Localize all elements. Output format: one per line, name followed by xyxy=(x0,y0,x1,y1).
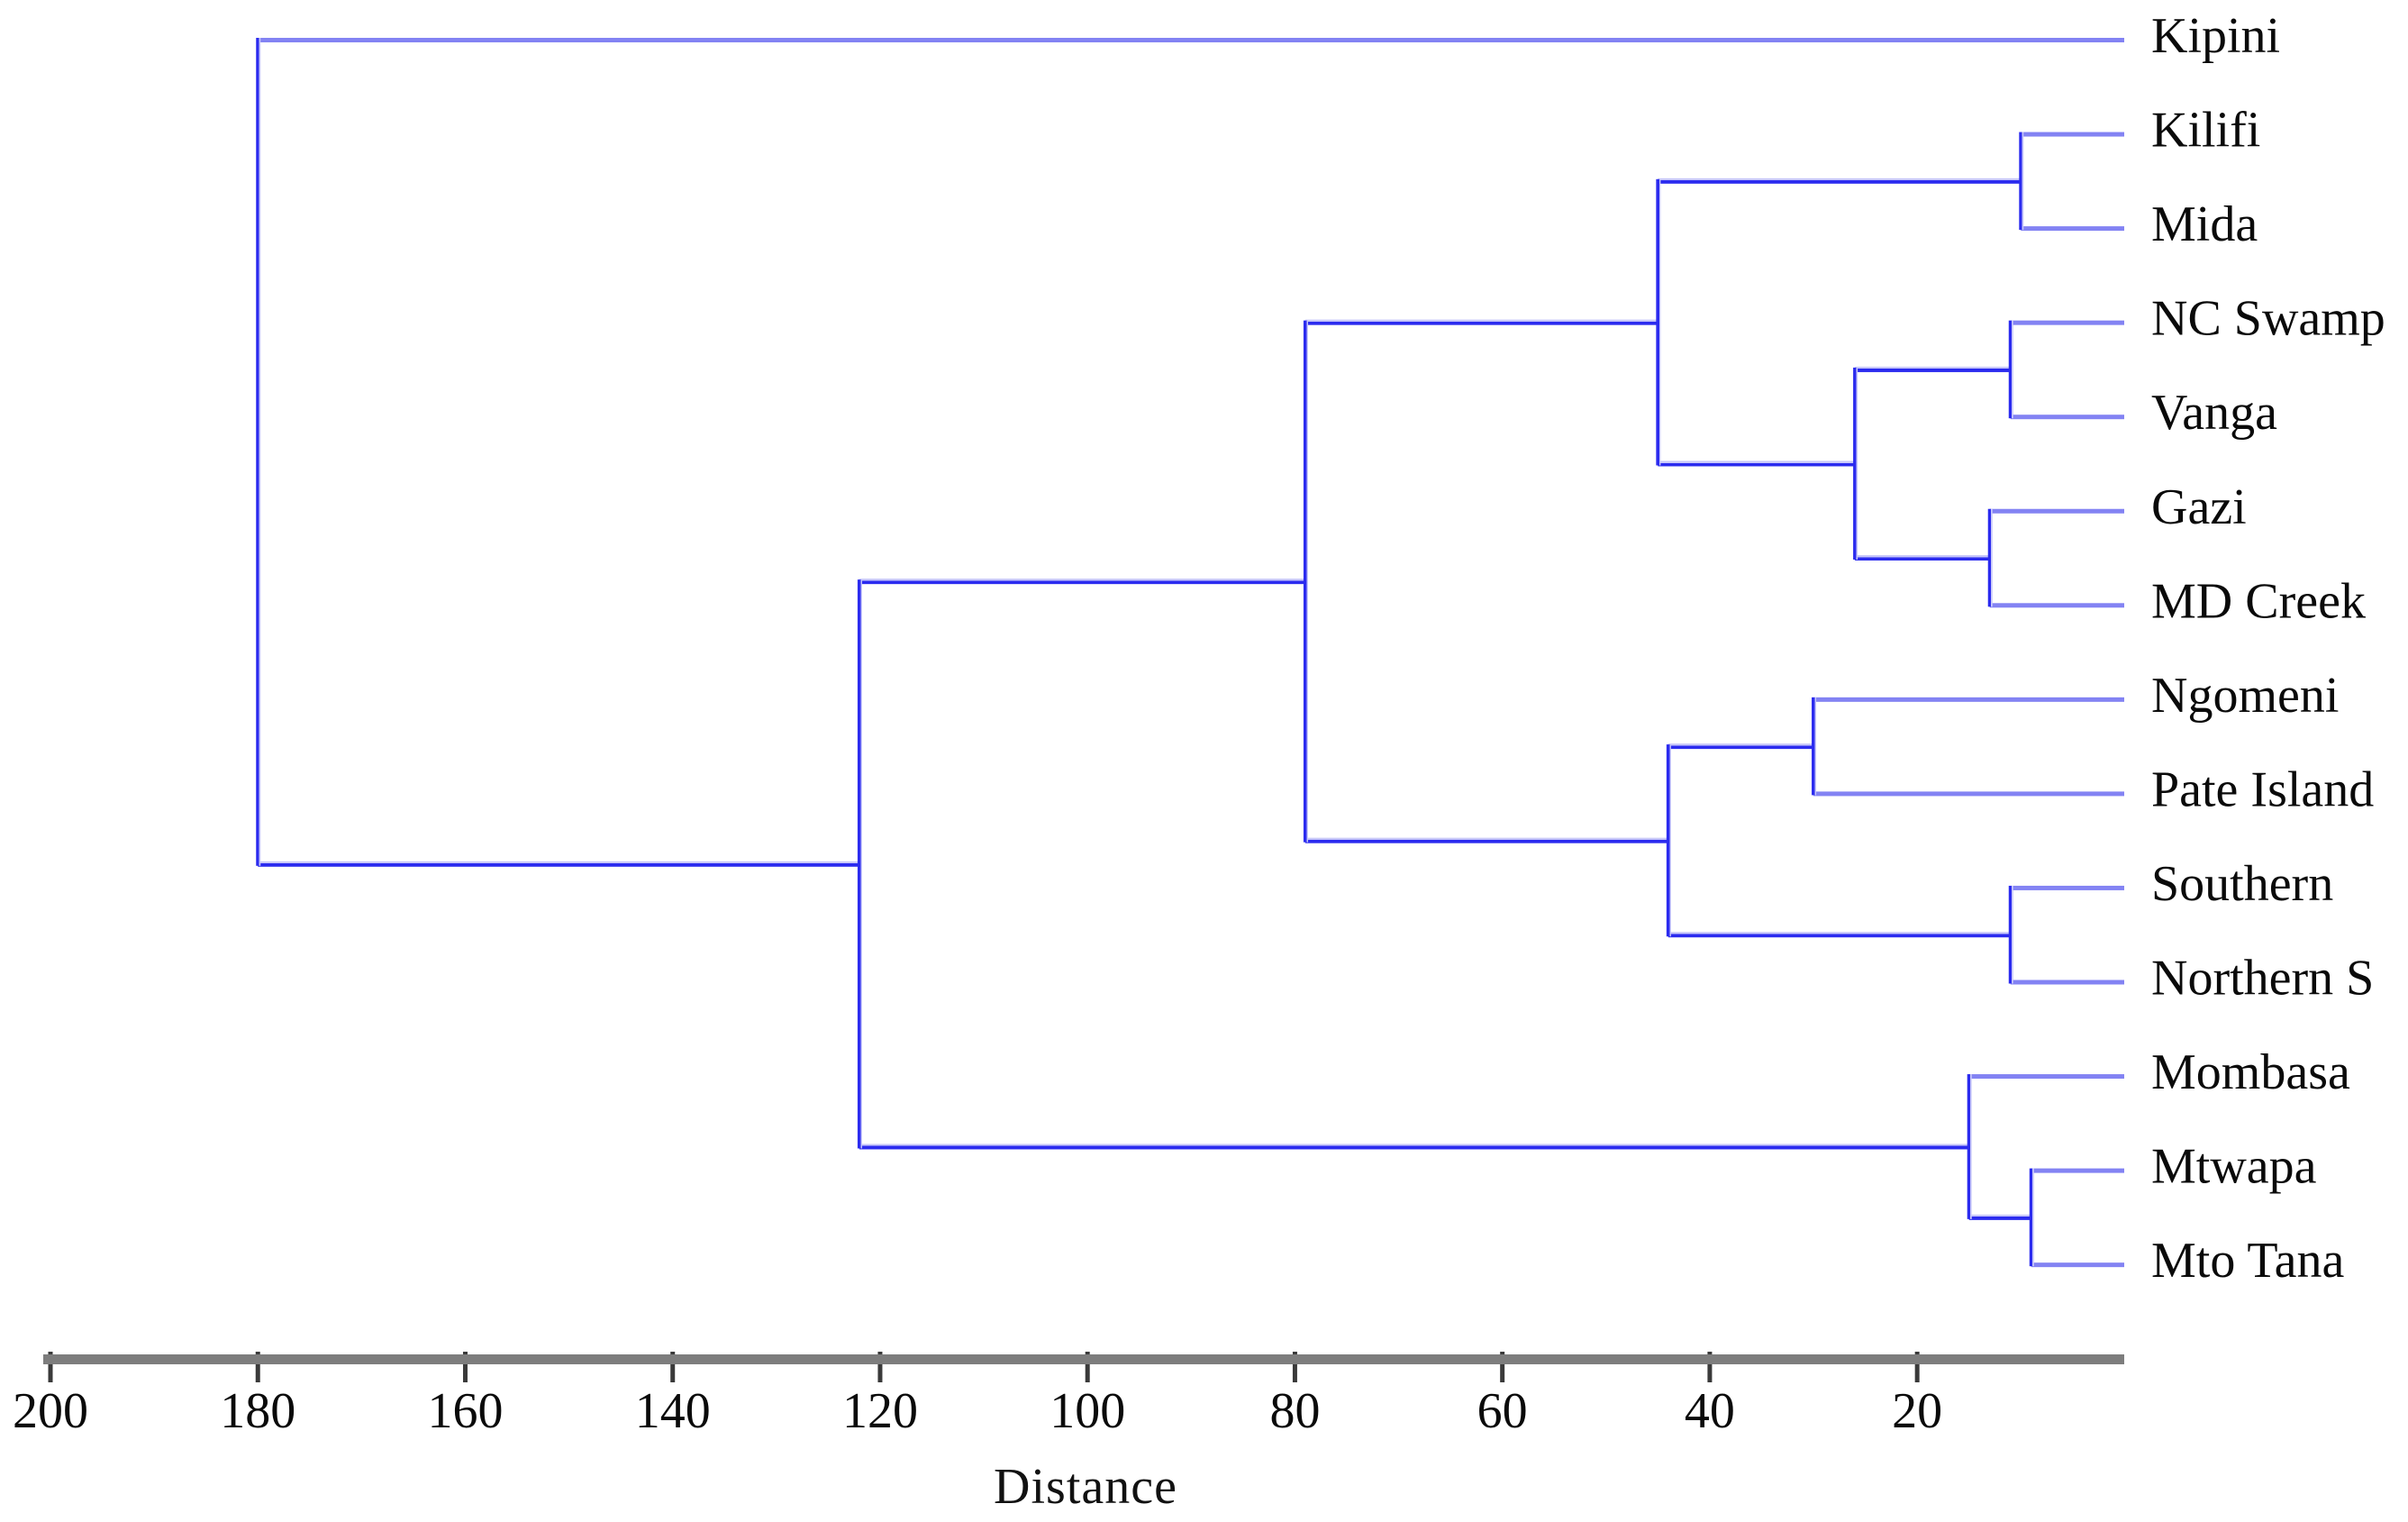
merge-vertical-line xyxy=(1656,178,1661,466)
leaf-branch-line xyxy=(2010,320,2124,325)
merge-vertical-line xyxy=(1812,697,1817,796)
merge-vertical-line xyxy=(2008,320,2013,419)
merge-vertical-line xyxy=(857,579,862,1149)
axis-tick-label: 20 xyxy=(1892,1383,1942,1439)
merge-connector-line xyxy=(1658,178,2023,184)
axis-tick xyxy=(1500,1352,1505,1382)
leaf-branch-line xyxy=(2021,226,2124,232)
merge-vertical-line xyxy=(1303,320,1308,843)
axis-bar xyxy=(43,1354,2124,1364)
merge-vertical-line xyxy=(1987,508,1993,607)
merge-vertical-line xyxy=(1666,744,1671,937)
axis-tick-label: 120 xyxy=(842,1383,918,1439)
leaf-label: Pate Island xyxy=(2151,761,2374,817)
merge-vertical-line xyxy=(2029,1168,2034,1267)
merge-connector-line xyxy=(1855,555,1992,561)
leaf-branch-line xyxy=(1989,508,2124,514)
leaf-branch-line xyxy=(2010,885,2124,890)
leaf-label: Mida xyxy=(2151,196,2258,252)
leaf-branch-line xyxy=(2010,980,2124,985)
merge-connector-line xyxy=(859,579,1307,585)
leaf-branch-line xyxy=(258,38,2124,42)
leaf-label: MD Creek xyxy=(2151,573,2366,629)
axis-tick-label: 160 xyxy=(427,1383,503,1439)
axis-tick xyxy=(48,1352,53,1382)
leaf-branch-line xyxy=(2010,415,2124,420)
leaf-branch-line xyxy=(1968,1074,2124,1080)
axis-tick xyxy=(255,1352,260,1382)
merge-connector-line xyxy=(1968,1214,2033,1220)
merge-connector-line xyxy=(1667,932,2013,938)
leaf-branch-line xyxy=(1989,603,2124,608)
axis-tick-label: 60 xyxy=(1477,1383,1528,1439)
leaf-branch-line xyxy=(2031,1168,2124,1173)
axis-tick xyxy=(1085,1352,1090,1382)
axis-tick xyxy=(1914,1352,1920,1382)
merge-vertical-line xyxy=(1967,1074,1972,1219)
axis-tick-label: 100 xyxy=(1050,1383,1125,1439)
leaf-label: Mto Tana xyxy=(2151,1233,2344,1289)
leaf-label: Ngomeni xyxy=(2151,668,2339,724)
leaf-label: Vanga xyxy=(2151,385,2277,441)
leaf-label: Kipini xyxy=(2151,8,2280,64)
axis-tick-label: 40 xyxy=(1685,1383,1735,1439)
leaf-label: Southern xyxy=(2151,856,2333,912)
axis-tick xyxy=(877,1352,883,1382)
merge-connector-line xyxy=(1304,319,1660,325)
leaf-branch-line xyxy=(1813,697,2124,702)
merge-connector-line xyxy=(859,1144,1971,1150)
axis-tick xyxy=(462,1352,468,1382)
leaf-label: Mtwapa xyxy=(2151,1139,2317,1195)
merge-connector-line xyxy=(258,861,861,867)
leaf-label: Northern S xyxy=(2151,951,2374,1007)
merge-vertical-line xyxy=(1853,367,1858,560)
merge-vertical-line xyxy=(2008,885,2013,984)
merge-connector-line xyxy=(1855,366,2013,372)
axis-tick-label: 200 xyxy=(13,1383,88,1439)
leaf-label: NC Swamp xyxy=(2151,291,2385,347)
x-axis-title: Distance xyxy=(994,1459,1177,1515)
axis-tick-label: 180 xyxy=(220,1383,295,1439)
leaf-branch-line xyxy=(2021,132,2124,137)
leaf-label: Kilifi xyxy=(2151,103,2260,159)
leaf-branch-line xyxy=(2031,1262,2124,1268)
merge-connector-line xyxy=(1667,743,1816,750)
leaf-branch-line xyxy=(1813,791,2124,797)
axis-tick xyxy=(1707,1352,1713,1382)
merge-vertical-line xyxy=(256,38,261,866)
leaf-label: Gazi xyxy=(2151,479,2247,535)
merge-vertical-line xyxy=(2019,132,2024,231)
axis-tick xyxy=(1292,1352,1297,1382)
leaf-label: Mombasa xyxy=(2151,1044,2350,1100)
axis-tick xyxy=(670,1352,676,1382)
merge-connector-line xyxy=(1304,837,1670,843)
axis-tick-label: 80 xyxy=(1269,1383,1320,1439)
merge-connector-line xyxy=(1658,460,1858,467)
axis-tick-label: 140 xyxy=(635,1383,711,1439)
